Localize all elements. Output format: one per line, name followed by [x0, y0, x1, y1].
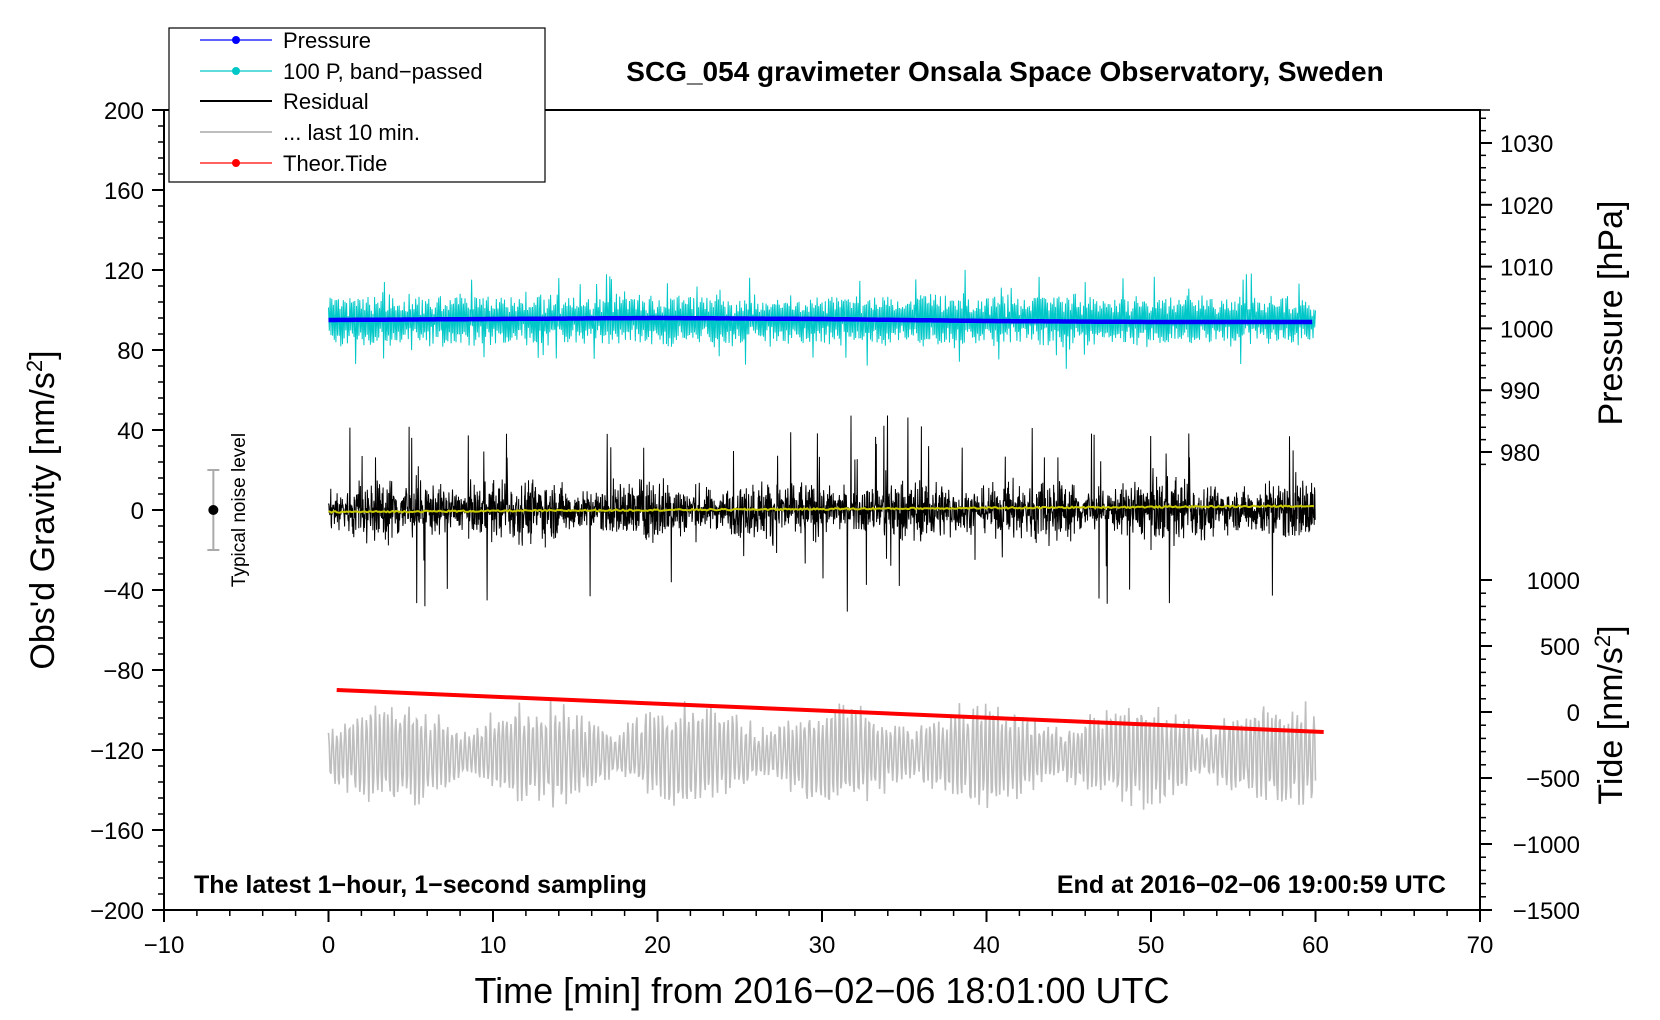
tide-tick-label: −500 — [1526, 766, 1580, 793]
tide-tick-label: 1000 — [1527, 568, 1580, 595]
tide-axis-label-end: ] — [1592, 625, 1630, 634]
series-residual — [328, 415, 1316, 612]
tide-axis-ticks: 1000 500 0 −500 −1000 −1500 — [1480, 568, 1580, 925]
y-tick-label: −160 — [90, 818, 144, 845]
legend-label-residual: Residual — [283, 89, 369, 114]
x-tick-label: 70 — [1467, 932, 1494, 959]
legend: Pressure 100 P, band−passed Residual ...… — [168, 27, 546, 183]
y-axis-label-text: Obs'd Gravity [nm/s — [24, 372, 62, 669]
y-tick-label: 80 — [117, 338, 144, 365]
pressure-tick-label: 1000 — [1500, 316, 1553, 343]
x-tick-label: 30 — [809, 932, 836, 959]
tide-tick-label: −1000 — [1513, 832, 1580, 859]
noise-level-indicator — [207, 469, 220, 551]
y-tick-label: −40 — [103, 578, 144, 605]
x-tick-label: 40 — [973, 932, 1000, 959]
y-tick-label: 200 — [104, 98, 144, 125]
legend-label-pressure: Pressure — [283, 28, 371, 53]
sampling-note: The latest 1−hour, 1−second sampling — [194, 871, 647, 899]
end-time-note: End at 2016−02−06 19:00:59 UTC — [1057, 871, 1446, 899]
noise-bar-center — [208, 505, 219, 515]
y-axis-ticks: 200 160 120 80 40 0 −40 −80 −120 −160 −200 — [90, 98, 164, 925]
x-tick-label: 50 — [1138, 932, 1165, 959]
series-residual-smoothed — [328, 504, 1314, 514]
legend-label-tide: Theor.Tide — [283, 151, 387, 176]
y-tick-label: 160 — [104, 178, 144, 205]
tide-axis-label: Tide [nm/s2] — [1590, 625, 1630, 804]
legend-label-last10: ... last 10 min. — [283, 120, 420, 145]
x-tick-label: 0 — [322, 932, 335, 959]
chart-title: SCG_054 gravimeter Onsala Space Observat… — [626, 56, 1383, 87]
x-axis-ticks: −10 0 10 20 30 40 50 60 70 — [144, 910, 1494, 959]
legend-box — [168, 27, 546, 183]
y-tick-label: −80 — [103, 658, 144, 685]
tide-axis-label-text: Tide [nm/s — [1592, 647, 1630, 804]
tide-tick-label: −1500 — [1513, 898, 1580, 925]
legend-marker-pressure — [232, 36, 240, 44]
y-tick-label: 0 — [131, 498, 144, 525]
series-bandpassed-pressure — [328, 269, 1316, 369]
y-tick-label: 120 — [104, 258, 144, 285]
x-tick-label: −10 — [144, 932, 185, 959]
y-tick-label: 40 — [117, 418, 144, 445]
y-tick-label: −120 — [90, 738, 144, 765]
x-tick-label: 60 — [1302, 932, 1329, 959]
tide-tick-label: 0 — [1567, 700, 1580, 727]
tide-axis-label-sup: 2 — [1590, 635, 1615, 647]
series-pressure — [328, 315, 1313, 325]
legend-marker-tide — [232, 159, 240, 167]
pressure-tick-label: 990 — [1500, 378, 1540, 405]
pressure-tick-label: 980 — [1500, 440, 1540, 467]
series-last-10-min — [327, 698, 1317, 810]
legend-marker-bandpassed — [232, 67, 240, 75]
pressure-tick-label: 1010 — [1500, 255, 1553, 282]
series-layer — [327, 269, 1324, 810]
x-tick-label: 20 — [644, 932, 671, 959]
tide-tick-label: 500 — [1540, 634, 1580, 661]
x-axis-label: Time [min] from 2016−02−06 18:01:00 UTC — [474, 970, 1169, 1011]
y-tick-label: −200 — [90, 898, 144, 925]
pressure-axis-label: Pressure [hPa] — [1592, 201, 1630, 426]
series-theoretical-tide — [336, 688, 1324, 734]
pressure-axis-ticks: 1030 1020 1010 1000 990 980 — [1480, 109, 1553, 467]
x-tick-label: 10 — [480, 932, 507, 959]
noise-label: Typical noise level — [229, 433, 250, 587]
legend-label-bandpassed: 100 P, band−passed — [283, 59, 483, 84]
y-axis-label: Obs'd Gravity [nm/s2] — [22, 350, 62, 669]
pressure-tick-label: 1020 — [1500, 193, 1553, 220]
y-axis-label-sup: 2 — [22, 360, 47, 372]
y-axis-label-end: ] — [24, 350, 62, 359]
pressure-tick-label: 1030 — [1500, 131, 1553, 158]
